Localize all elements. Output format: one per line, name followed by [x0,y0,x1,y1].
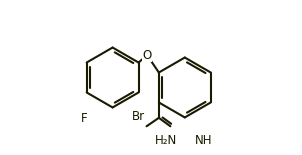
Text: O: O [143,49,152,62]
Text: NH: NH [195,134,213,147]
Text: H₂N: H₂N [154,134,177,147]
Text: F: F [81,112,87,125]
Text: Br: Br [132,110,145,123]
